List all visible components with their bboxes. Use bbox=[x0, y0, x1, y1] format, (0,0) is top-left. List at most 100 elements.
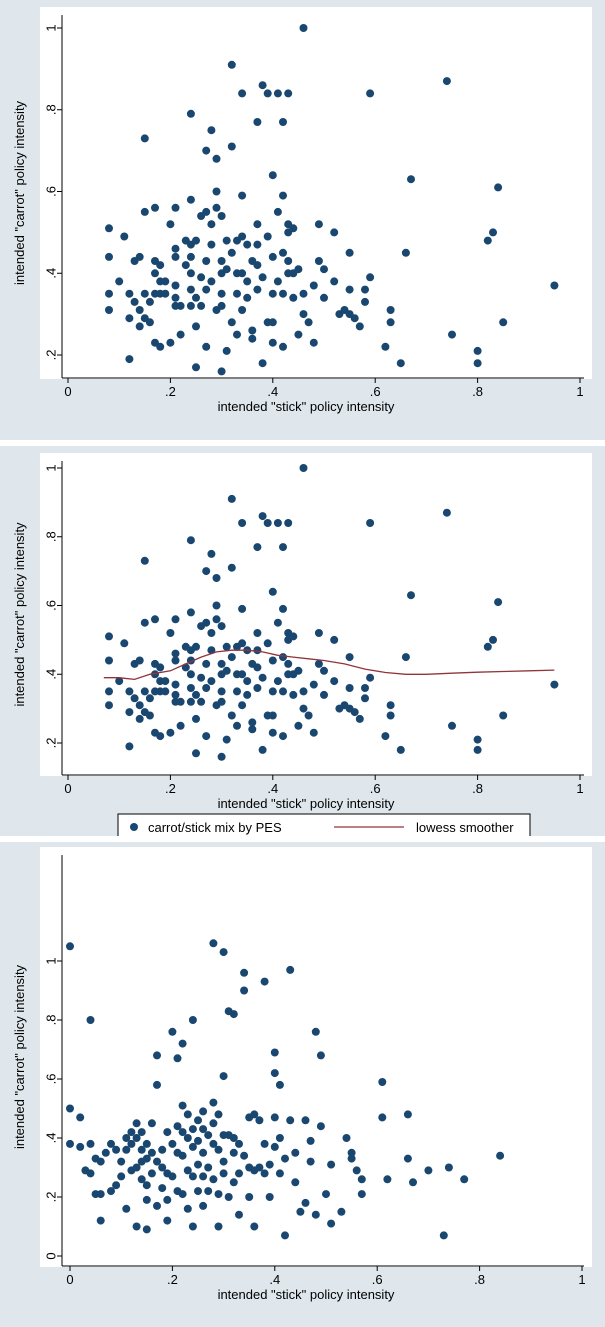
scatter-point bbox=[217, 301, 226, 310]
scatter-point bbox=[330, 677, 339, 686]
scatter-point bbox=[357, 1190, 366, 1199]
scatter-point bbox=[66, 1104, 74, 1113]
scatter-point bbox=[289, 224, 298, 233]
x-tick-label: 1 bbox=[576, 781, 583, 796]
scatter-point bbox=[263, 89, 272, 98]
scatter-point bbox=[140, 618, 149, 627]
scatter-point bbox=[96, 1190, 105, 1199]
chart-panel-2: 0 .2 .4 .6 .8 1 .2 .4 .6 .8 1 intended "stick" poli… bbox=[0, 446, 605, 836]
scatter-point bbox=[238, 269, 247, 278]
scatter-point bbox=[137, 1145, 146, 1154]
scatter-point bbox=[260, 1169, 269, 1178]
scatter-point bbox=[322, 1190, 330, 1199]
scatter-point bbox=[105, 656, 113, 665]
scatter-point bbox=[115, 677, 124, 686]
scatter-point bbox=[125, 687, 134, 696]
scatter-point bbox=[386, 318, 395, 327]
scatter-point bbox=[268, 656, 277, 665]
scatter-point bbox=[212, 187, 221, 196]
y-axis-title: intended "carrot" policy intensity bbox=[12, 964, 27, 1149]
scatter-point bbox=[258, 673, 267, 682]
scatter-point bbox=[268, 318, 277, 327]
scatter-point bbox=[202, 257, 211, 265]
scatter-point bbox=[135, 322, 144, 331]
scatter-point bbox=[401, 653, 410, 662]
scatter-point bbox=[320, 690, 328, 699]
scatter-point bbox=[366, 519, 375, 527]
scatter-point bbox=[409, 1178, 417, 1187]
scatter-point bbox=[112, 1181, 121, 1190]
y-tick-label: .6 bbox=[43, 1074, 58, 1085]
scatter-point bbox=[250, 1110, 259, 1119]
scatter-point bbox=[227, 60, 236, 69]
scatter-point bbox=[309, 338, 318, 347]
scatter-point bbox=[192, 690, 200, 699]
scatter-point bbox=[207, 646, 216, 655]
scatter-point bbox=[186, 608, 195, 617]
x-tick-label: .6 bbox=[370, 781, 381, 796]
scatter-point bbox=[209, 939, 218, 948]
scatter-point bbox=[284, 519, 293, 527]
scatter-point bbox=[284, 257, 293, 265]
scatter-point bbox=[489, 635, 497, 644]
scatter-point bbox=[135, 252, 144, 261]
scatter-point bbox=[105, 252, 113, 261]
scatter-point bbox=[314, 257, 323, 265]
y-tick-label: 1 bbox=[43, 24, 58, 31]
scatter-point bbox=[125, 289, 134, 298]
scatter-point bbox=[127, 1128, 136, 1137]
scatter-point bbox=[270, 1069, 279, 1078]
scatter-point bbox=[316, 1051, 325, 1060]
scatter-point bbox=[243, 293, 252, 302]
scatter-point bbox=[227, 563, 236, 572]
scatter-point bbox=[140, 207, 149, 216]
scatter-point bbox=[235, 1169, 243, 1178]
scatter-point bbox=[255, 1116, 264, 1125]
scatter-point bbox=[286, 1116, 295, 1125]
scatter-point bbox=[291, 1178, 300, 1187]
scatter-point bbox=[192, 322, 200, 331]
scatter-point bbox=[227, 248, 236, 257]
x-tick-label: .6 bbox=[372, 1272, 383, 1287]
scatter-point bbox=[142, 1154, 151, 1163]
scatter-point bbox=[217, 752, 226, 761]
scatter-point bbox=[258, 359, 267, 368]
scatter-point bbox=[158, 1163, 167, 1172]
scatter-point bbox=[161, 677, 170, 686]
scatter-point bbox=[442, 77, 451, 86]
scatter-point bbox=[347, 1148, 356, 1157]
scatter-point bbox=[268, 252, 277, 261]
scatter-point bbox=[222, 735, 231, 744]
scatter-point bbox=[383, 1175, 392, 1184]
scatter-point bbox=[101, 1148, 110, 1157]
scatter-point bbox=[171, 244, 180, 253]
scatter-point bbox=[168, 1027, 177, 1036]
scatter-point bbox=[299, 310, 308, 319]
scatter-point bbox=[235, 1139, 243, 1148]
scatter-point bbox=[186, 536, 195, 545]
scatter-point bbox=[142, 1225, 151, 1234]
scatter-point bbox=[161, 277, 170, 286]
scatter-point bbox=[217, 659, 226, 668]
scatter-point bbox=[227, 142, 236, 151]
scatter-point bbox=[163, 1195, 172, 1204]
scatter-point bbox=[279, 543, 287, 552]
x-tick-label: 0 bbox=[66, 1272, 73, 1287]
scatter-point bbox=[186, 670, 195, 679]
scatter-point bbox=[132, 1163, 141, 1172]
scatter-point bbox=[171, 293, 180, 302]
scatter-point bbox=[202, 342, 211, 351]
scatter-point bbox=[135, 714, 144, 723]
scatter-point bbox=[135, 656, 144, 665]
scatter-point bbox=[125, 314, 134, 323]
scatter-point bbox=[156, 342, 165, 351]
scatter-point bbox=[178, 1039, 187, 1048]
scatter-point bbox=[168, 1172, 177, 1181]
y-tick-label: .2 bbox=[43, 1192, 58, 1203]
scatter-point bbox=[135, 306, 144, 314]
scatter-point bbox=[130, 694, 139, 703]
scatter-point bbox=[327, 1160, 336, 1169]
scatter-point bbox=[238, 519, 247, 527]
scatter-point bbox=[238, 639, 247, 648]
scatter-point bbox=[171, 656, 180, 665]
